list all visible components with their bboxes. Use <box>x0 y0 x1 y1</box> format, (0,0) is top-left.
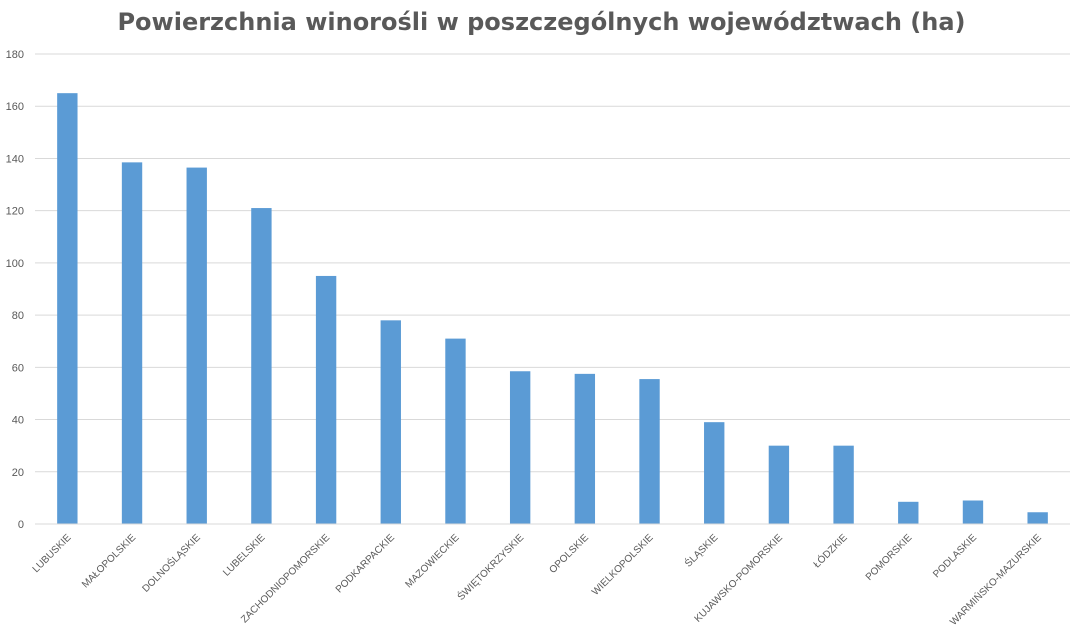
x-tick-label: ŁÓDZKIE <box>810 531 850 571</box>
bar <box>833 445 854 524</box>
x-tick-label: OPOLSKIE <box>547 532 591 576</box>
x-tick-label: MAŁOPOLSKIE <box>80 532 138 590</box>
bar <box>445 338 466 524</box>
y-tick-label: 0 <box>18 519 24 531</box>
x-tick-label: MAZOWIECKIE <box>404 532 462 590</box>
bar <box>380 320 401 524</box>
y-tick-label: 20 <box>12 467 24 479</box>
y-tick-label: 180 <box>6 49 24 61</box>
bar <box>186 167 207 525</box>
bar <box>768 445 790 524</box>
x-tick-label: LUBUSKIE <box>31 532 74 575</box>
bars <box>57 93 1048 525</box>
y-tick-label: 100 <box>6 258 24 270</box>
bar <box>315 275 337 524</box>
y-tick-label: 80 <box>12 310 24 322</box>
bar <box>1027 512 1048 524</box>
bar <box>251 208 272 525</box>
y-tick-label: 120 <box>6 206 24 218</box>
y-tick-label: 40 <box>12 415 24 427</box>
bar <box>704 422 725 524</box>
x-tick-label: PODLASKIE <box>931 532 979 580</box>
chart-title: Powierzchnia winorośli w poszczególnych … <box>117 8 966 36</box>
y-tick-label: 140 <box>6 153 24 165</box>
x-tick-label: PODKARPACKIE <box>334 532 397 595</box>
bar <box>962 500 984 524</box>
x-tick-label: WIELKOPOLSKIE <box>590 532 656 598</box>
bar <box>121 162 143 524</box>
x-axis-labels: LUBUSKIE MAŁOPOLSKIE DOLNOŚLĄSKIE LUBELSKIE… <box>31 531 1044 628</box>
bar <box>639 379 660 524</box>
x-tick-label: LUBELSKIE <box>221 532 268 579</box>
gridlines <box>35 53 1070 473</box>
bar <box>898 501 919 524</box>
y-axis-ticks: 0 20 40 60 80 100 120 140 160 180 <box>6 49 24 531</box>
y-tick-label: 60 <box>12 362 24 374</box>
x-tick-label: ŚLĄSKIE <box>682 531 721 570</box>
x-tick-label: POMORSKIE <box>864 532 915 583</box>
x-tick-label: DOLNOŚLĄSKIE <box>139 531 203 595</box>
bar <box>574 373 596 524</box>
x-tick-label: ŚWIĘTOKRZYSKIE <box>454 531 526 603</box>
bar <box>509 371 531 524</box>
y-tick-label: 160 <box>6 101 24 113</box>
bar <box>57 93 78 525</box>
